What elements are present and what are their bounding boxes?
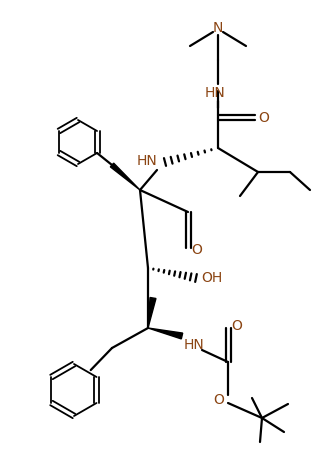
Text: O: O (232, 319, 242, 333)
Polygon shape (148, 328, 183, 339)
Text: OH: OH (201, 271, 223, 285)
Polygon shape (148, 297, 156, 328)
Text: O: O (192, 243, 202, 257)
Polygon shape (110, 163, 140, 190)
Text: N: N (213, 21, 223, 35)
Text: O: O (259, 111, 269, 125)
Text: HN: HN (205, 86, 225, 100)
Text: HN: HN (184, 338, 204, 352)
Text: HN: HN (137, 154, 157, 168)
Text: O: O (214, 393, 224, 407)
